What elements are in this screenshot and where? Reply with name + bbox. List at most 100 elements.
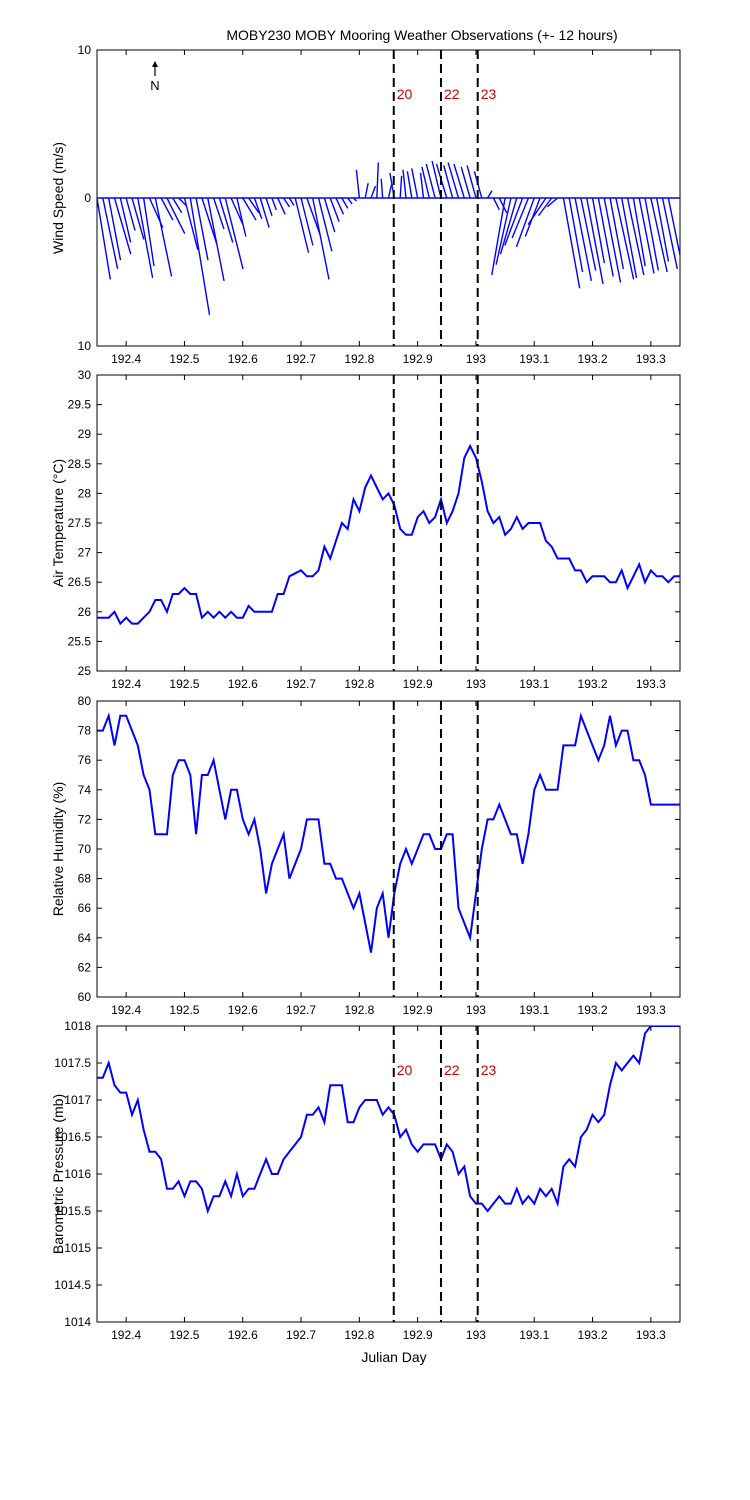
wind-stick [511,197,530,239]
y-tick-label: 28.5 [68,457,92,471]
wind-stick [282,197,291,208]
wind-stick [178,197,187,206]
wind-stick [466,165,477,199]
wind-stick [160,197,174,221]
x-tick-label: 192.7 [286,1328,316,1342]
x-tick-label: 192.5 [169,1003,199,1017]
x-tick-label: 192.4 [111,352,141,366]
wind-stick [341,197,349,209]
wind-stick [406,171,413,199]
wind-stick [591,197,606,264]
wind-stick [131,197,145,240]
x-tick-label: 192.4 [111,677,141,691]
wind-stick [189,197,211,316]
x-tick-label: 192.9 [403,677,433,691]
wind-stick [172,197,183,214]
event-marker-label: 22 [444,1062,460,1078]
x-tick-label: 192.5 [169,352,199,366]
y-tick-label: 70 [78,842,92,856]
wind-stick [317,197,333,252]
x-tick-label: 193.3 [636,1003,666,1017]
event-marker-label: 20 [397,1062,413,1078]
panel-3: 60 62 64 66 68 70 72 74 76 78 80 192.4 192.5 192.6 192… [50,694,681,1017]
y-tick-label: 0 [84,191,91,205]
wind-stick [102,197,119,270]
y-tick-label: 68 [78,872,92,886]
x-tick-label: 192.6 [228,1003,258,1017]
y-axis-label: Barometric Pressure (mb) [50,1094,66,1254]
y-tick-label: 78 [78,724,92,738]
x-tick-label: 192.6 [228,352,258,366]
series-line [97,1026,680,1215]
wind-stick [265,197,273,216]
figure-title: MOBY230 MOBY Mooring Weather Observation… [226,27,617,43]
x-tick-label: 193.1 [519,677,549,691]
wind-stick [546,197,559,208]
wind-stick [312,197,330,280]
y-tick-label: 25.5 [68,634,92,648]
wind-stick [574,197,593,282]
wind-stick [667,197,680,259]
plot-data [97,712,680,953]
wind-stick [615,197,635,280]
y-tick-label: 27 [78,546,92,560]
wind-stick [515,197,535,248]
wind-stick [495,197,512,265]
x-tick-label: 192.7 [286,352,316,366]
panel-1: 10 0 10 192.4 192.5 192.6 192.7 192.8 192.9 193 19… [50,43,681,366]
x-tick-label: 193 [466,1003,486,1017]
wind-stick [597,197,614,277]
x-tick-label: 193.3 [636,352,666,366]
y-tick-label: 26 [78,605,92,619]
x-tick-label: 192.4 [111,1003,141,1017]
y-tick-label: 27.5 [68,516,92,530]
y-tick-label: 66 [78,901,92,915]
x-tick-label: 192.4 [111,1328,141,1342]
wind-stick [277,197,286,215]
wind-stick [335,197,345,215]
x-tick-label: 192.5 [169,1328,199,1342]
y-tick-label: 26.5 [68,575,92,589]
y-tick-label: 29 [78,427,92,441]
wind-stick [201,197,218,245]
panel-2: 25 25.5 26 26.5 27 27.5 28 28.5 29 29.5 30 192.4 192… [50,368,681,691]
wind-stick [380,178,384,199]
x-tick-label: 192.8 [344,352,374,366]
wind-stick [212,197,225,230]
wind-stick [586,197,604,284]
x-tick-label: 193.2 [578,1328,608,1342]
wind-stick [499,197,518,255]
y-tick-label: 1017.5 [54,1056,91,1070]
north-label: N [150,78,159,93]
wind-stick [431,160,442,199]
wind-stick [113,197,132,255]
north-arrowhead-icon [152,61,158,67]
wind-stick [603,197,622,283]
wind-stick [447,162,460,199]
wind-stick [527,197,547,226]
wind-stick [376,162,380,199]
x-tick-label: 193.2 [578,677,608,691]
wind-stick [443,165,454,199]
wind-stick [236,197,247,237]
plot-data [97,1026,680,1215]
y-tick-label: 29.5 [68,398,92,412]
x-tick-label: 193.1 [519,1003,549,1017]
wind-stick [355,169,361,199]
wind-stick [364,183,369,199]
wind-stick [253,197,263,219]
y-tick-label: 1014.5 [54,1278,91,1292]
wind-stick [242,197,257,221]
wind-stick [370,185,377,199]
event-marker-label: 23 [481,1062,497,1078]
y-axis-label: Air Temperature (°C) [50,459,66,587]
wind-stick [632,197,646,267]
series-line [97,443,680,626]
wind-stick [329,197,340,222]
y-tick-label: 80 [78,694,92,708]
wind-stick [562,197,581,289]
x-tick-label: 193 [466,677,486,691]
x-tick-label: 193.1 [519,352,549,366]
plot-frame [96,1025,681,1323]
